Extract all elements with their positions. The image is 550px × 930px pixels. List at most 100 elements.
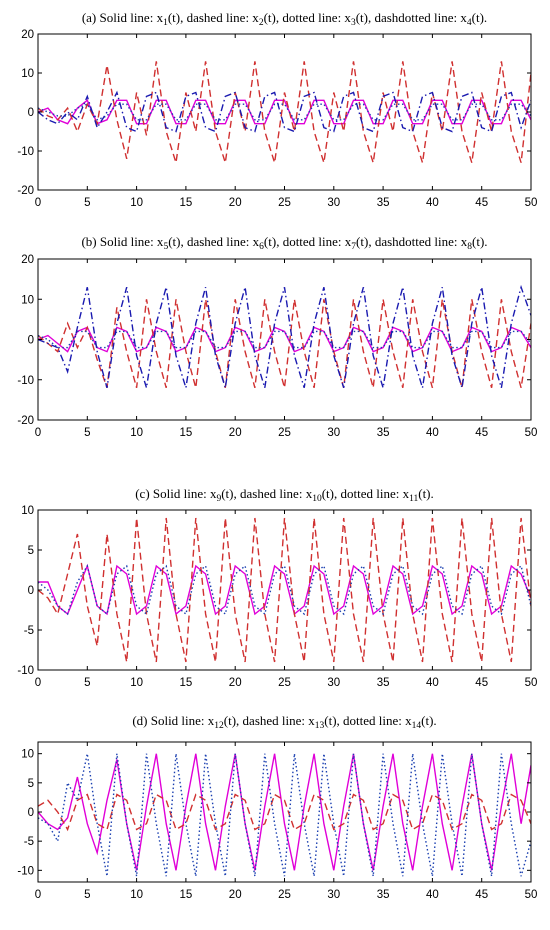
x-tick-label: 30 <box>327 889 340 901</box>
x-tick-label: 0 <box>35 889 41 901</box>
title-subscript: 5 <box>163 242 168 252</box>
x-tick-label: 45 <box>475 427 488 439</box>
title-text: (t). <box>472 10 488 25</box>
x-tick-label: 45 <box>475 677 488 689</box>
x-tick-label: 40 <box>426 197 439 209</box>
title-text: (a) Solid line: x <box>82 10 164 25</box>
chart-panel-a: (a) Solid line: x1(t), dashed line: x2(t… <box>17 10 537 209</box>
series-dotted-line <box>38 753 531 877</box>
x-tick-label: 10 <box>130 889 143 901</box>
title-text: (t). <box>421 713 437 728</box>
x-tick-label: 15 <box>180 889 193 901</box>
x-tick-label: 35 <box>377 889 390 901</box>
x-tick-label: 40 <box>426 427 439 439</box>
y-tick-label: 10 <box>21 505 34 517</box>
y-tick-label: 5 <box>28 778 34 790</box>
x-tick-label: 50 <box>525 197 538 209</box>
series-solid-line <box>38 99 531 125</box>
series-group <box>38 753 531 877</box>
x-tick-label: 10 <box>130 427 143 439</box>
title-subscript: 6 <box>259 242 264 252</box>
y-tick-label: -20 <box>17 415 34 427</box>
title-text: (t), dashed line: x <box>224 713 315 728</box>
title-text: (c) Solid line: x <box>135 486 217 501</box>
title-subscript: 11 <box>409 494 418 504</box>
x-tick-label: 25 <box>278 889 291 901</box>
y-tick-label: 0 <box>28 807 34 819</box>
y-tick-label: 20 <box>21 29 34 41</box>
y-tick-label: -10 <box>17 146 34 158</box>
title-text: (t), dashed line: x <box>168 10 259 25</box>
panel-title: (b) Solid line: x5(t), dashed line: x6(t… <box>81 234 487 252</box>
title-subscript: 14 <box>412 721 422 731</box>
x-tick-label: 0 <box>35 197 41 209</box>
x-tick-label: 40 <box>426 677 439 689</box>
chart-panel-d: (d) Solid line: x12(t), dashed line: x13… <box>17 713 537 901</box>
x-tick-label: 10 <box>130 677 143 689</box>
title-subscript: 9 <box>216 494 221 504</box>
series-group <box>38 284 531 389</box>
y-tick-label: 10 <box>21 749 34 761</box>
series-group <box>38 61 531 163</box>
y-tick-label: 20 <box>21 254 34 266</box>
title-text: (t). <box>418 486 434 501</box>
x-tick-label: 40 <box>426 889 439 901</box>
x-tick-label: 15 <box>180 427 193 439</box>
title-text: (t), dotted line: x <box>264 10 352 25</box>
y-tick-label: -5 <box>24 625 34 637</box>
series-dashed-line <box>38 517 531 663</box>
y-tick-label: -20 <box>17 185 34 197</box>
chart-panel-c: (c) Solid line: x9(t), dashed line: x10(… <box>17 486 537 689</box>
title-subscript: 8 <box>467 242 472 252</box>
x-tick-label: 15 <box>180 197 193 209</box>
x-tick-label: 30 <box>327 677 340 689</box>
y-tick-label: 0 <box>28 585 34 597</box>
title-subscript: 12 <box>214 721 224 731</box>
title-text: (t), dashed line: x <box>168 234 259 249</box>
title-subscript: 4 <box>467 18 472 28</box>
y-tick-label: -10 <box>17 375 34 387</box>
series-dashed-line <box>38 299 531 389</box>
series-dashed-line <box>38 61 531 163</box>
x-tick-label: 50 <box>525 889 538 901</box>
x-tick-label: 50 <box>525 677 538 689</box>
title-subscript: 1 <box>163 18 168 28</box>
title-text: (t), dashdotted line: x <box>356 10 468 25</box>
series-dotted-line <box>38 330 531 349</box>
title-text: (t). <box>472 234 488 249</box>
x-tick-label: 35 <box>377 427 390 439</box>
title-subscript: 13 <box>315 721 325 731</box>
x-tick-label: 35 <box>377 197 390 209</box>
title-text: (d) Solid line: x <box>132 713 214 728</box>
x-tick-label: 25 <box>278 677 291 689</box>
x-tick-label: 5 <box>84 197 90 209</box>
title-text: (b) Solid line: x <box>81 234 163 249</box>
title-text: (t), dashed line: x <box>221 486 312 501</box>
series-solid-line <box>38 326 531 353</box>
x-tick-label: 5 <box>84 677 90 689</box>
title-text: (t), dotted line: x <box>264 234 352 249</box>
x-tick-label: 10 <box>130 197 143 209</box>
title-text: (t), dashdotted line: x <box>356 234 468 249</box>
panel-title: (a) Solid line: x1(t), dashed line: x2(t… <box>82 10 487 28</box>
title-subscript: 10 <box>312 494 322 504</box>
title-text: (t), dotted line: x <box>324 713 412 728</box>
x-tick-label: 45 <box>475 889 488 901</box>
x-tick-label: 30 <box>327 427 340 439</box>
x-tick-label: 50 <box>525 427 538 439</box>
y-tick-label: -10 <box>17 665 34 677</box>
x-tick-label: 25 <box>278 197 291 209</box>
series-dotted-line <box>38 103 531 121</box>
plot-frame <box>37 33 532 191</box>
x-tick-label: 25 <box>278 427 291 439</box>
x-tick-label: 5 <box>84 889 90 901</box>
panel-title: (d) Solid line: x12(t), dashed line: x13… <box>132 713 436 731</box>
x-tick-label: 20 <box>229 677 242 689</box>
series-dashed-line <box>38 793 531 832</box>
x-tick-label: 15 <box>180 677 193 689</box>
series-dashdot-line <box>38 284 531 389</box>
x-tick-label: 45 <box>475 197 488 209</box>
chart-panel-b: (b) Solid line: x5(t), dashed line: x6(t… <box>17 234 537 439</box>
title-subscript: 7 <box>351 242 356 252</box>
